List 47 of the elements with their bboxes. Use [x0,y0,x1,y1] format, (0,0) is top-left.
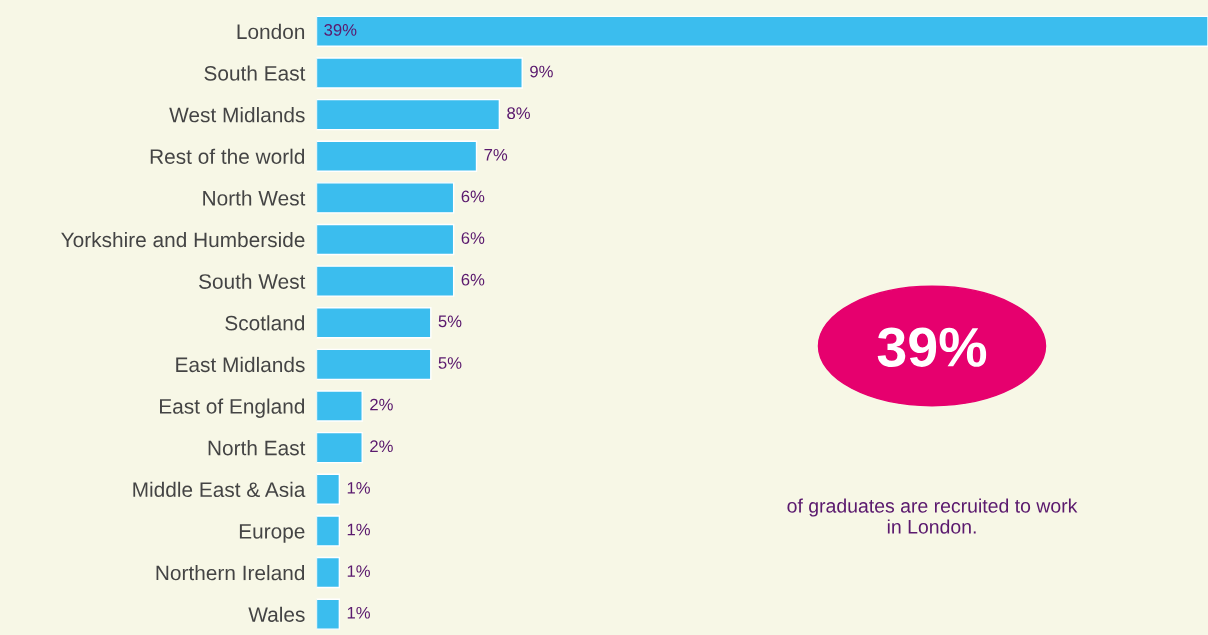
bar [316,515,341,547]
bar [316,473,341,505]
data-label: 6% [461,190,485,203]
y-tick-label: Scotland [225,315,305,331]
annotation: of graduates are recruited to work in London. [787,498,1078,534]
y-tick-label: Rest of the world [150,148,305,164]
data-label: 7% [484,148,508,161]
annotation: 39% [877,327,987,367]
y-tick-label: Europe [239,524,305,543]
y-tick-label: Middle East & Asia [133,481,306,498]
y-tick-label: East of England [160,398,305,418]
data-label: 8% [507,107,530,120]
bar [316,223,455,256]
data-label: 39% [324,24,357,36]
bar [316,265,455,297]
bar [316,307,432,339]
y-tick-label: Northern Ireland [156,565,305,581]
y-tick-label: East Midlands [176,356,305,373]
data-label: 6% [461,232,485,244]
y-tick-label: North West [203,190,306,206]
y-tick-label: West Midlands [169,107,305,123]
data-label: 1% [347,606,370,619]
data-label: 9% [530,65,553,78]
data-label: 1% [347,565,370,577]
data-label: 5% [438,357,462,369]
bar [316,348,432,381]
data-label: 6% [461,273,485,286]
y-tick-label: Yorkshire and Humberside [61,231,305,248]
bar [316,390,363,422]
data-label: 1% [347,482,370,494]
y-tick-label: South West [199,273,306,289]
y-tick-label: London [237,23,305,40]
data-label: 1% [347,523,370,536]
bar [316,598,341,630]
bar [316,98,501,131]
data-label: 2% [370,440,393,453]
bar [316,140,478,172]
bar [316,15,1208,48]
bar [316,57,523,89]
bar [316,182,455,214]
data-label: 2% [370,398,393,411]
bar [316,556,341,589]
y-tick-label: North East [208,440,306,456]
data-label: 5% [438,315,462,328]
bar [316,431,363,464]
y-tick-label: South East [204,65,306,81]
y-tick-label: Wales [248,606,305,622]
